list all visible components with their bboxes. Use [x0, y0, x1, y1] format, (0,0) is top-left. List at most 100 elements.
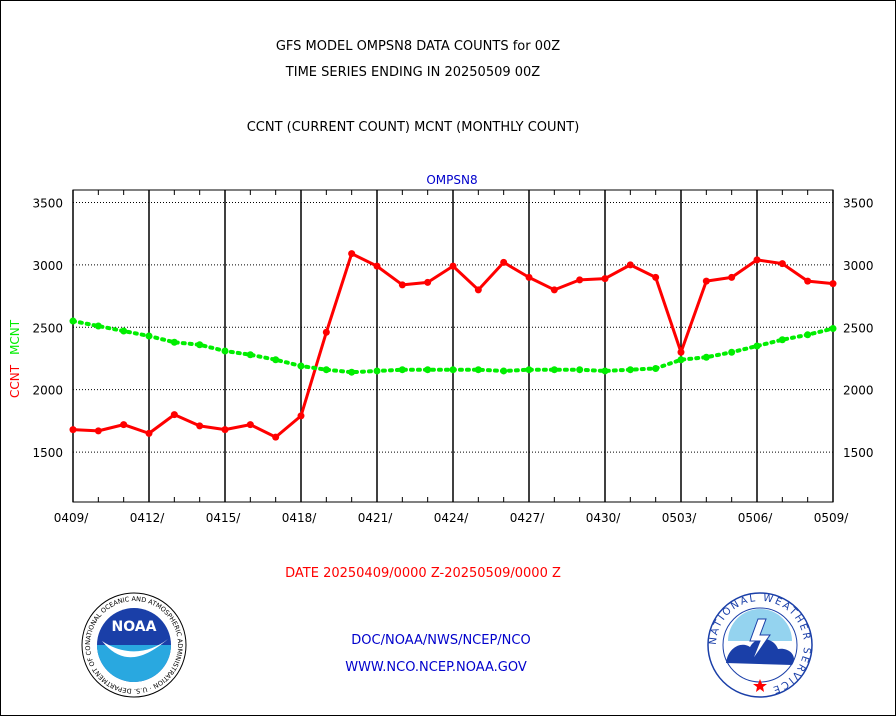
y-label-ccnt: CCNT [8, 364, 22, 398]
data-point-mcnt [702, 353, 710, 361]
data-point-mcnt [297, 362, 305, 370]
data-point-mcnt [652, 364, 660, 372]
data-point-mcnt [474, 366, 482, 374]
x-tick-label: 0430/ [586, 511, 622, 525]
date-range: DATE 20250409/0000 Z-20250509/0000 Z [285, 566, 561, 581]
y-tick-label-right: 3000 [843, 259, 874, 273]
x-tick-label: 0412/ [130, 511, 166, 525]
data-point-mcnt [500, 367, 508, 375]
data-point-mcnt [576, 366, 584, 374]
chart-title: OMPSN8 [426, 173, 477, 187]
header-legend-text: CCNT (CURRENT COUNT) MCNT (MONTHLY COUNT… [246, 120, 580, 135]
data-point-mcnt [753, 342, 761, 350]
x-tick-label: 0424/ [434, 511, 470, 525]
data-point-ccnt [373, 262, 381, 270]
y-tick-label-right: 2500 [843, 321, 874, 335]
data-point-ccnt [246, 421, 254, 429]
data-point-ccnt [626, 261, 634, 269]
data-point-ccnt [221, 426, 229, 434]
data-point-mcnt [246, 351, 254, 359]
x-tick-label: 0409/ [54, 511, 90, 525]
x-tick-label: 0427/ [510, 511, 546, 525]
data-point-ccnt [702, 277, 710, 285]
y-tick-label-left: 1500 [32, 446, 63, 460]
data-point-mcnt [348, 368, 356, 376]
x-tick-label: 0503/ [662, 511, 698, 525]
data-point-ccnt [120, 421, 128, 429]
data-point-ccnt [728, 273, 736, 281]
data-point-ccnt [576, 276, 584, 284]
axes: 1500 1500 2000 2000 2500 2500 3000 3000 3500 3500… [32, 189, 874, 525]
data-point-mcnt [69, 317, 77, 325]
data-point-ccnt [348, 250, 356, 258]
noaa-logo-icon: NOAA NATIONAL OCEANIC AND ATMOSPHERIC AD… [80, 591, 187, 698]
y-tick-label-left: 3000 [32, 259, 63, 273]
data-point-ccnt [94, 427, 102, 435]
data-point-mcnt [525, 366, 533, 374]
series [69, 250, 837, 441]
data-point-ccnt [196, 422, 204, 430]
data-point-mcnt [449, 366, 457, 374]
data-point-mcnt [170, 338, 178, 346]
data-point-mcnt [677, 356, 685, 364]
data-point-ccnt [652, 273, 660, 281]
data-point-ccnt [322, 328, 330, 336]
data-point-ccnt [170, 411, 178, 419]
noaa-logo-text: NOAA [112, 619, 157, 635]
data-point-mcnt [196, 341, 204, 349]
y-tick-label-left: 2500 [32, 321, 63, 335]
data-point-ccnt [804, 277, 812, 285]
data-point-mcnt [626, 366, 634, 374]
data-point-mcnt [550, 366, 558, 374]
data-point-mcnt [778, 336, 786, 344]
data-point-ccnt [829, 280, 837, 288]
data-point-ccnt [601, 275, 609, 283]
data-point-mcnt [728, 348, 736, 356]
org-path: DOC/NOAA/NWS/NCEP/NCO [351, 633, 531, 648]
data-point-ccnt [145, 429, 153, 437]
data-point-ccnt [449, 262, 457, 270]
x-tick-label: 0415/ [206, 511, 242, 525]
y-tick-label-right: 3500 [843, 196, 874, 210]
y-tick-label-left: 2000 [32, 384, 63, 398]
data-point-mcnt [373, 367, 381, 375]
y-tick-label-right: 1500 [843, 446, 874, 460]
data-point-ccnt [525, 273, 533, 281]
y-tick-label-right: 2000 [843, 384, 874, 398]
y-axis-label: CCNT MCNT [8, 319, 22, 398]
grid [72, 190, 834, 502]
data-point-mcnt [398, 366, 406, 374]
website-link[interactable]: WWW.NCO.NCEP.NOAA.GOV [345, 660, 527, 675]
data-point-mcnt [804, 331, 812, 339]
x-tick-label: 0506/ [738, 511, 774, 525]
data-point-ccnt [550, 286, 558, 294]
data-point-ccnt [297, 412, 305, 420]
data-point-ccnt [474, 286, 482, 294]
data-point-ccnt [69, 426, 77, 434]
x-tick-label: 0509/ [814, 511, 850, 525]
x-tick-label: 0421/ [358, 511, 394, 525]
header-subtitle: TIME SERIES ENDING IN 20250509 00Z [285, 65, 541, 80]
y-tick-label-left: 3500 [32, 196, 63, 210]
data-point-ccnt [398, 281, 406, 289]
data-point-mcnt [424, 366, 432, 374]
data-point-mcnt [145, 332, 153, 340]
data-point-mcnt [829, 325, 837, 333]
nws-logo-icon: NATIONAL WEATHER SERVICE [707, 592, 813, 698]
data-point-ccnt [272, 433, 280, 441]
data-point-mcnt [221, 347, 229, 355]
data-point-mcnt [601, 367, 609, 375]
data-point-mcnt [322, 366, 330, 374]
data-point-ccnt [778, 260, 786, 268]
data-point-ccnt [753, 256, 761, 264]
data-point-mcnt [272, 356, 280, 364]
data-point-mcnt [94, 322, 102, 330]
x-tick-label: 0418/ [282, 511, 318, 525]
data-point-ccnt [677, 348, 685, 356]
data-point-ccnt [500, 258, 508, 266]
data-point-ccnt [424, 278, 432, 286]
y-label-mcnt: MCNT [8, 319, 22, 355]
header-title: GFS MODEL OMPSN8 DATA COUNTS for 00Z [275, 39, 561, 54]
data-point-mcnt [120, 327, 128, 335]
